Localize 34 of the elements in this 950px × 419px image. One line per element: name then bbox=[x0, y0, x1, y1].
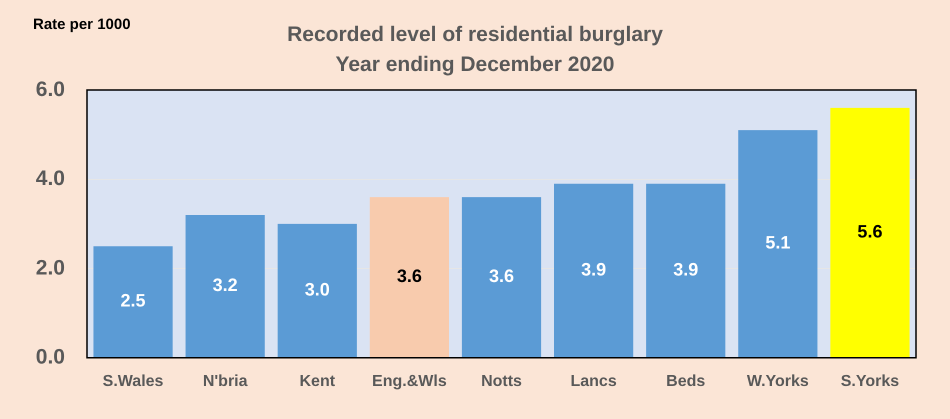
data-label: 3.0 bbox=[304, 280, 330, 300]
x-tick-label: S.Yorks bbox=[840, 372, 900, 390]
bar bbox=[186, 214, 265, 358]
data-label: 3.6 bbox=[396, 266, 422, 286]
x-tick-label: Kent bbox=[299, 372, 336, 390]
x-tick-label: Lancs bbox=[570, 372, 617, 390]
bar bbox=[93, 246, 173, 358]
bar bbox=[462, 197, 542, 358]
data-label: 3.9 bbox=[581, 259, 606, 280]
chart-title: Recorded level of residential burglary bbox=[287, 23, 663, 46]
data-label: 2.5 bbox=[120, 290, 146, 311]
y-axis-title: Rate per 1000 bbox=[33, 16, 131, 33]
y-tick-label: 0.0 bbox=[36, 346, 65, 369]
bar bbox=[370, 197, 449, 358]
x-tick-label: N'bria bbox=[202, 372, 248, 390]
bar bbox=[738, 130, 818, 358]
data-label: 3.2 bbox=[212, 275, 238, 296]
x-tick-label: Notts bbox=[481, 372, 522, 390]
y-tick-label: 2.0 bbox=[36, 256, 65, 280]
data-label: 3.6 bbox=[488, 266, 514, 286]
chart-subtitle: Year ending December 2020 bbox=[336, 53, 614, 76]
data-label: 5.1 bbox=[765, 232, 790, 253]
bar bbox=[278, 224, 357, 358]
x-tick-label: Beds bbox=[666, 372, 706, 390]
data-label: 3.9 bbox=[673, 259, 698, 280]
y-tick-label: 4.0 bbox=[36, 167, 65, 190]
data-label: 5.6 bbox=[857, 222, 882, 242]
bar bbox=[646, 184, 726, 358]
bar bbox=[554, 184, 634, 358]
x-tick-label: S.Wales bbox=[102, 372, 164, 390]
x-tick-label: Eng.&Wls bbox=[372, 372, 447, 390]
x-tick-label: W.Yorks bbox=[746, 372, 809, 390]
y-tick-label: 6.0 bbox=[36, 78, 65, 101]
bar bbox=[830, 108, 910, 358]
